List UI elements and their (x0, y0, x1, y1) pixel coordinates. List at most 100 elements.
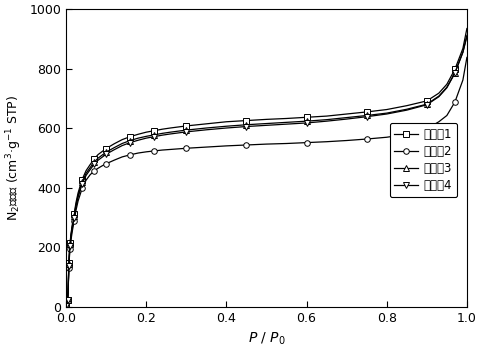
实施例3 (65, 298, 71, 302)
Line: 实施例1: 实施例1 (63, 26, 468, 309)
实施例4 (435, 95, 441, 99)
X-axis label: $P$ / $P_0$: $P$ / $P_0$ (247, 330, 285, 347)
实施例3 (87, 166, 93, 170)
实施例1 (65, 275, 71, 279)
实施例4 (95, 158, 101, 162)
实施例3 (83, 171, 89, 176)
实施例3 (463, 33, 469, 38)
实施例1 (403, 104, 409, 108)
实施例4 (383, 112, 389, 116)
实施例1 (75, 191, 81, 195)
实施例1 (87, 163, 93, 167)
实施例1 (343, 112, 349, 116)
实施例3 (243, 122, 249, 127)
实施例3 (66, 262, 72, 266)
实施例4 (283, 122, 289, 126)
实施例1 (323, 114, 329, 118)
实施例4 (83, 173, 89, 178)
实施例1 (423, 99, 429, 103)
实施例3 (151, 133, 157, 137)
实施例2 (79, 186, 85, 191)
实施例3 (223, 124, 229, 128)
实施例2 (183, 146, 189, 150)
实施例3 (283, 120, 289, 125)
实施例2 (75, 199, 81, 203)
实施例1 (435, 91, 441, 95)
实施例1 (463, 26, 469, 31)
实施例1 (143, 130, 149, 134)
实施例1 (127, 134, 133, 139)
实施例3 (383, 111, 389, 115)
实施例2 (91, 169, 97, 173)
实施例4 (65, 277, 71, 282)
实施例1 (69, 224, 75, 228)
实施例2 (64, 303, 70, 307)
实施例4 (67, 244, 73, 248)
实施例1 (67, 246, 72, 250)
实施例3 (263, 121, 269, 126)
实施例1 (68, 233, 73, 237)
实施例4 (63, 304, 69, 308)
实施例4 (183, 130, 189, 134)
实施例2 (151, 149, 157, 153)
实施例2 (67, 246, 73, 251)
实施例3 (423, 102, 429, 106)
实施例4 (203, 128, 209, 132)
实施例3 (79, 180, 85, 184)
实施例3 (323, 118, 329, 122)
实施例4 (65, 298, 71, 302)
实施例1 (64, 303, 70, 307)
实施例3 (343, 115, 349, 120)
实施例2 (443, 113, 449, 118)
实施例2 (64, 302, 70, 306)
实施例3 (68, 234, 73, 239)
实施例1 (223, 120, 229, 124)
实施例3 (65, 276, 71, 280)
实施例4 (143, 136, 149, 140)
实施例4 (451, 71, 457, 75)
实施例4 (119, 144, 125, 148)
实施例3 (111, 146, 117, 150)
实施例2 (66, 266, 72, 270)
实施例4 (91, 162, 97, 166)
实施例3 (69, 226, 75, 230)
实施例3 (119, 141, 125, 146)
实施例3 (66, 254, 72, 258)
实施例1 (283, 117, 289, 121)
实施例4 (363, 114, 369, 119)
实施例1 (167, 126, 173, 130)
实施例1 (99, 150, 105, 154)
实施例2 (103, 162, 109, 166)
实施例4 (87, 167, 93, 172)
实施例2 (323, 140, 329, 144)
实施例3 (303, 119, 309, 123)
实施例3 (65, 290, 71, 294)
实施例4 (67, 249, 72, 253)
实施例4 (167, 132, 173, 136)
实施例1 (203, 122, 209, 126)
实施例1 (79, 178, 85, 182)
实施例4 (135, 138, 141, 142)
Y-axis label: N$_2$吸附量 (cm$^3$·g$^{-1}$ STP): N$_2$吸附量 (cm$^3$·g$^{-1}$ STP) (4, 95, 24, 221)
实施例3 (63, 304, 69, 308)
Line: 实施例2: 实施例2 (63, 55, 468, 309)
实施例3 (99, 153, 105, 157)
实施例3 (73, 203, 79, 207)
实施例2 (99, 164, 105, 168)
实施例2 (383, 135, 389, 139)
实施例4 (303, 121, 309, 125)
实施例1 (159, 127, 165, 131)
实施例4 (73, 204, 79, 208)
实施例3 (435, 94, 441, 98)
实施例4 (459, 50, 465, 54)
实施例1 (65, 297, 71, 302)
实施例3 (103, 150, 109, 154)
实施例4 (64, 302, 70, 306)
实施例4 (263, 123, 269, 127)
实施例2 (66, 257, 72, 261)
实施例2 (135, 151, 141, 155)
实施例3 (64, 302, 70, 306)
实施例1 (65, 289, 71, 293)
实施例1 (111, 142, 117, 146)
实施例2 (83, 178, 89, 182)
